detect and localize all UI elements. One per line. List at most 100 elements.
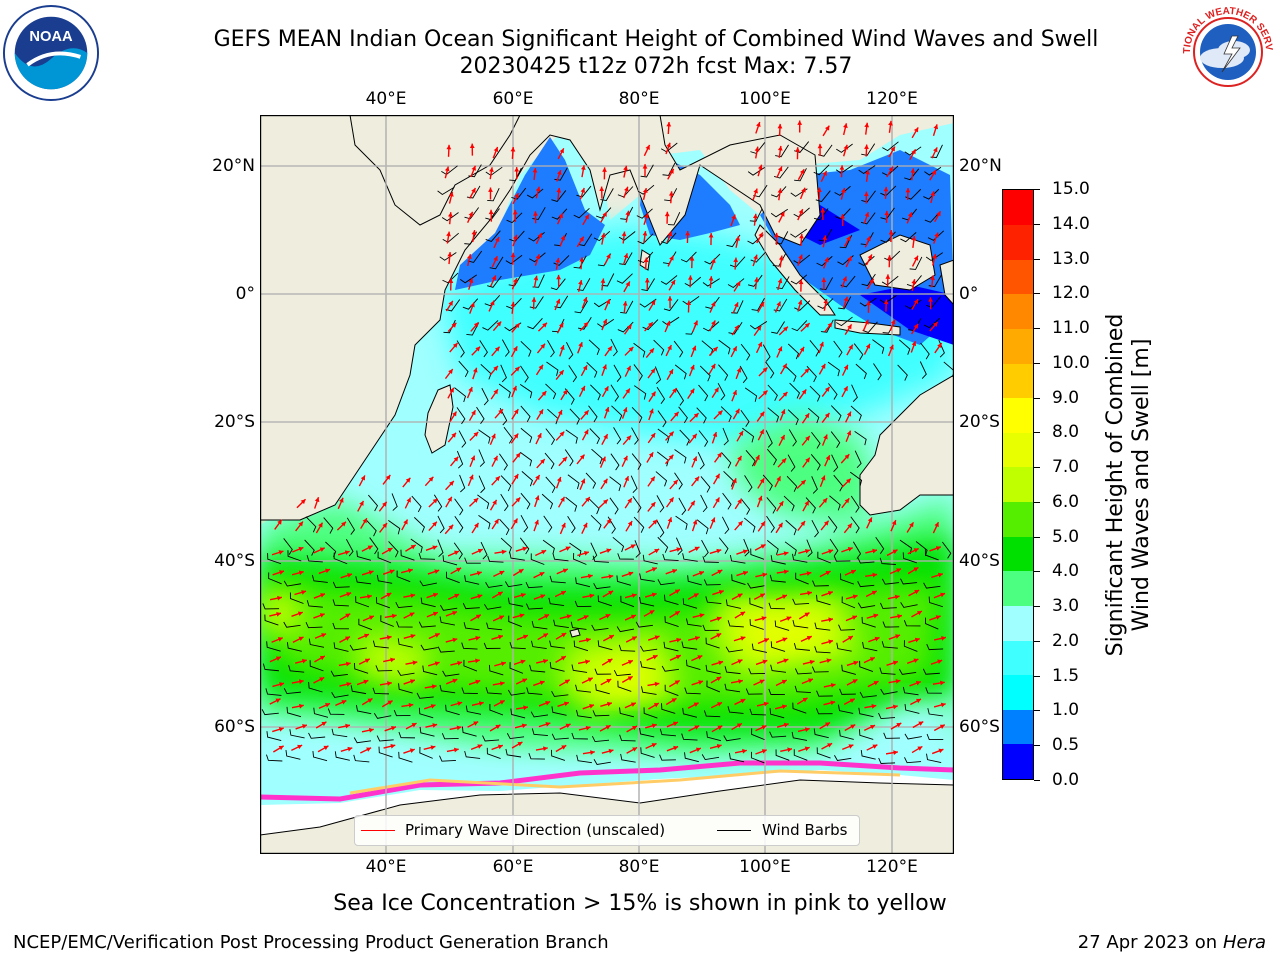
wind-barb <box>662 162 676 176</box>
wind-barb <box>920 342 930 360</box>
wave-direction-arrowhead <box>432 498 438 504</box>
lon-tick-bottom: 60°E <box>492 857 534 877</box>
wave-direction-arrowhead <box>786 616 792 621</box>
wind-barb <box>794 668 812 675</box>
wave-direction-arrowhead <box>409 748 415 753</box>
wind-barb <box>288 664 305 673</box>
wind-barb <box>617 553 634 560</box>
wave-direction-arrowhead <box>936 211 941 217</box>
wave-direction-arrowhead <box>626 365 631 371</box>
wave-direction-arrowhead <box>805 435 810 441</box>
wind-barb <box>657 410 667 428</box>
wind-barb <box>500 364 507 383</box>
wave-direction-arrowhead <box>603 434 608 440</box>
colorbar-label: 7.0 <box>1052 457 1080 478</box>
wave-direction-arrowhead <box>625 388 630 394</box>
wind-barb <box>586 361 598 378</box>
wind-barb <box>859 729 874 740</box>
wave-direction-arrowhead <box>672 721 678 727</box>
wave-direction-arrowhead <box>824 125 830 131</box>
wind-barb <box>419 726 435 737</box>
wave-direction-arrowhead <box>278 727 284 732</box>
wind-barb <box>632 495 642 513</box>
wave-direction-arrowhead <box>809 659 815 665</box>
wave-direction-arrowhead <box>473 498 479 503</box>
wave-direction-arrowhead <box>627 498 632 504</box>
wind-barb <box>667 212 681 226</box>
colorbar-tick <box>1034 223 1040 225</box>
wind-barb <box>816 747 831 759</box>
colorbar-label: 0.5 <box>1052 735 1080 756</box>
wave-direction-arrowhead <box>896 568 902 573</box>
wave-direction-arrowhead <box>534 495 540 501</box>
wave-direction-arrowhead <box>911 341 917 347</box>
wind-barb <box>792 598 810 605</box>
wind-barb <box>597 318 615 328</box>
wave-direction-arrowhead <box>555 257 561 263</box>
wind-barb <box>482 320 499 331</box>
wave-direction-arrowhead <box>830 683 836 688</box>
wave-direction-arrowhead <box>360 475 365 481</box>
lon-tick-bottom: 80°E <box>618 857 660 877</box>
wave-direction-arrowhead <box>275 656 281 661</box>
wave-direction-arrowhead <box>580 385 586 391</box>
wind-barb <box>305 622 323 629</box>
wave-direction-arrowhead <box>872 744 878 749</box>
wave-direction-arrowhead <box>630 702 636 707</box>
wind-barb <box>418 621 436 628</box>
wind-barb <box>858 165 876 175</box>
wind-barb <box>702 321 720 332</box>
wave-direction-arrowhead <box>410 593 416 599</box>
wind-barb <box>567 474 580 490</box>
wave-direction-arrowhead <box>910 168 916 174</box>
wind-barb <box>682 707 698 718</box>
wave-direction-arrowhead <box>732 390 737 396</box>
wave-direction-arrowhead <box>823 299 829 304</box>
wind-barb <box>506 297 522 309</box>
wave-direction-arrowhead <box>624 186 629 192</box>
wave-direction-arrowhead <box>819 341 824 347</box>
wave-direction-arrowhead <box>916 611 922 616</box>
wind-barb <box>727 706 744 714</box>
wind-barb <box>439 252 457 261</box>
wave-direction-arrowhead <box>672 388 677 394</box>
wave-direction-arrowhead <box>496 321 502 327</box>
wind-barb <box>355 596 370 608</box>
wave-direction-arrowhead <box>434 569 440 574</box>
wave-direction-arrowhead <box>866 300 871 306</box>
wave-direction-arrowhead <box>475 658 480 664</box>
wave-direction-arrowhead <box>864 122 870 128</box>
wave-direction-arrowhead <box>469 143 475 149</box>
wind-barb <box>520 405 531 423</box>
wind-barb <box>595 207 612 219</box>
wind-barb <box>656 495 665 513</box>
wind-barb <box>795 572 809 585</box>
wave-direction-arrowhead <box>714 387 719 393</box>
wave-direction-arrowhead <box>477 548 483 554</box>
wave-direction-arrowhead <box>717 410 723 416</box>
wave-direction-arrowhead <box>488 209 494 215</box>
wind-barb <box>655 471 668 487</box>
wind-barb <box>266 754 283 762</box>
wave-direction-arrowhead <box>540 459 545 464</box>
wind-barb <box>749 208 763 222</box>
wave-direction-arrowhead <box>872 548 878 554</box>
wind-barb <box>345 538 354 557</box>
wind-barb <box>459 474 466 493</box>
wind-barb <box>541 493 554 510</box>
wave-direction-arrowhead <box>412 660 418 666</box>
wave-direction-arrowhead <box>321 633 327 638</box>
wind-barb <box>414 517 425 533</box>
wave-direction-arrowhead <box>497 591 503 597</box>
wave-direction-arrowhead <box>666 122 672 127</box>
wind-barb <box>900 232 917 243</box>
map-panel[interactable] <box>260 115 954 854</box>
wind-barb <box>419 746 433 759</box>
wave-direction-arrowhead <box>668 431 674 437</box>
wind-barb <box>700 476 711 493</box>
wave-direction-arrowhead <box>869 657 875 662</box>
wind-barb <box>705 637 720 649</box>
wind-barb <box>285 750 301 760</box>
wave-direction-arrowhead <box>937 343 942 349</box>
wave-direction-arrowhead <box>476 570 482 576</box>
